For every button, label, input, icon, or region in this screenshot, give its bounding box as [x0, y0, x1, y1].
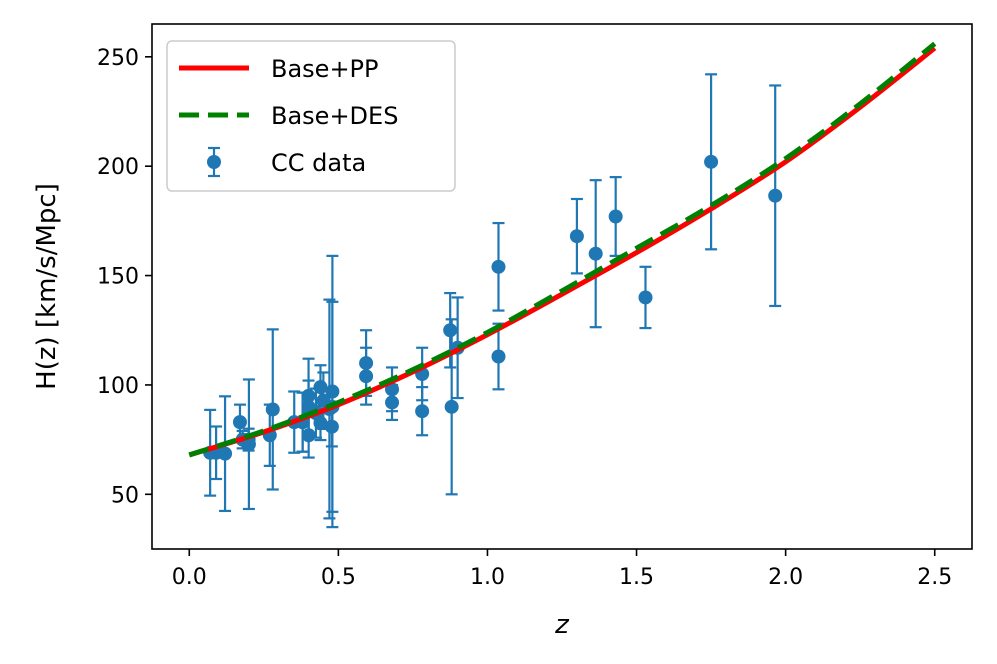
data-point	[569, 229, 584, 244]
x-tick-label: 0.5	[321, 565, 356, 590]
legend-box	[166, 40, 456, 192]
data-point	[608, 209, 623, 224]
data-point	[588, 246, 603, 261]
y-axis-label: H(z) [km/s/Mpc]	[32, 183, 62, 390]
x-tick-label: 2.0	[768, 565, 803, 590]
data-point	[265, 402, 280, 417]
legend: Base+PP Base+DES CC data	[166, 40, 456, 192]
data-point	[313, 380, 328, 395]
x-tick-label: 1.0	[470, 565, 505, 590]
data-point	[232, 415, 247, 430]
data-point	[443, 323, 458, 338]
data-point	[301, 428, 316, 443]
data-point	[704, 154, 719, 169]
y-tick-label: 250	[97, 46, 139, 71]
data-point	[768, 188, 783, 203]
data-point	[444, 399, 459, 414]
y-tick-label: 200	[97, 155, 139, 180]
data-point	[313, 416, 328, 430]
legend-swatch-marker	[207, 155, 221, 169]
axes-layer: 0.0 0.5 1.0 1.5 2.0 2.5 50 100 150 200 250 z H(z) [k…	[32, 23, 973, 640]
x-tick-label: 0.0	[172, 565, 207, 590]
data-point	[359, 356, 374, 371]
x-tick-label: 1.5	[619, 565, 654, 590]
data-point	[415, 404, 430, 419]
data-layer	[188, 41, 937, 529]
data-point	[385, 395, 400, 410]
x-axis-label: z	[554, 610, 570, 640]
data-point	[385, 382, 400, 397]
data-point	[491, 259, 506, 274]
data-point	[218, 446, 233, 461]
data-point	[638, 290, 653, 305]
y-tick-label: 150	[97, 265, 139, 290]
data-point	[491, 349, 506, 364]
series-line-dashed	[188, 41, 937, 458]
data-point	[324, 419, 339, 434]
legend-label: Base+PP	[271, 55, 379, 83]
legend-label: CC data	[271, 149, 366, 177]
legend-label: Base+DES	[271, 102, 398, 130]
y-tick-label: 50	[111, 483, 139, 508]
x-tick-label: 2.5	[917, 565, 952, 590]
plot-frame	[151, 23, 973, 550]
y-tick-label: 100	[97, 374, 139, 399]
data-point	[241, 437, 256, 452]
data-point	[325, 384, 340, 399]
data-point	[301, 388, 316, 403]
data-point	[359, 369, 374, 384]
